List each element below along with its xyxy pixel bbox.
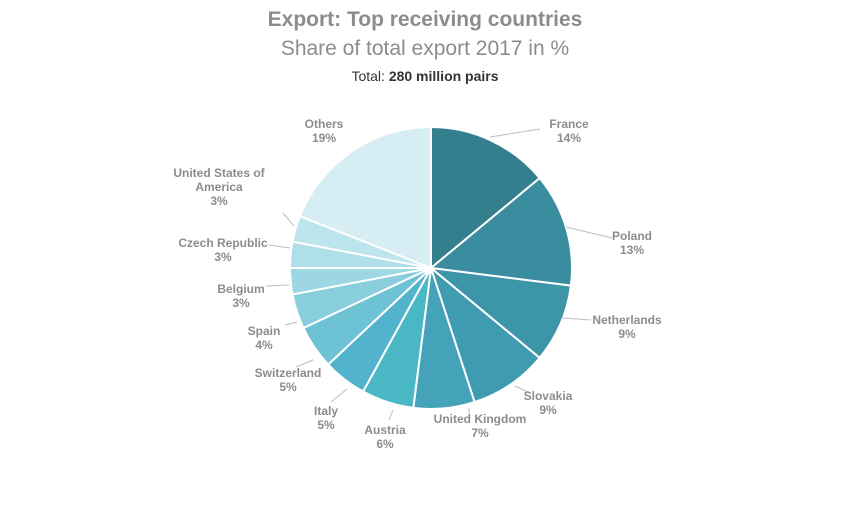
slice-value-label: 7% bbox=[471, 426, 489, 440]
leader-line bbox=[282, 212, 295, 227]
slice-name-label: Italy bbox=[314, 404, 338, 418]
slice-label: Poland 13% bbox=[612, 229, 652, 257]
slice-label: France 14% bbox=[549, 117, 589, 145]
slice-label: Czech Republic 3% bbox=[178, 236, 268, 264]
pie-slice-poland bbox=[428, 176, 573, 287]
slice-label: United States of America 3% bbox=[173, 166, 265, 208]
slice-label: United Kingdom 7% bbox=[434, 412, 527, 440]
slice-value-label: 5% bbox=[317, 418, 335, 432]
slice-value-label: 13% bbox=[620, 243, 644, 257]
pie-slice-slovakia bbox=[428, 265, 542, 404]
chart-subtitle: Share of total export 2017 in % bbox=[280, 37, 570, 60]
slice-name-label: United Kingdom bbox=[434, 412, 527, 426]
slice-value-label: 4% bbox=[255, 338, 273, 352]
slice-label: Netherlands 9% bbox=[592, 313, 662, 341]
leader-line bbox=[268, 244, 291, 249]
leader-line bbox=[284, 321, 298, 326]
slice-label: Spain 4% bbox=[248, 324, 281, 352]
leader-line bbox=[330, 388, 348, 403]
slice-value-label: 3% bbox=[232, 296, 250, 310]
slice-value-label: 9% bbox=[539, 403, 557, 417]
slice-label: Austria 6% bbox=[364, 423, 406, 451]
slice-value-label: 19% bbox=[312, 131, 336, 145]
leader-line bbox=[489, 128, 541, 138]
slice-name-label: Belgium bbox=[217, 282, 264, 296]
slice-name-label: United States of bbox=[173, 166, 265, 180]
slice-value-label: 9% bbox=[618, 327, 636, 341]
leader-line bbox=[388, 409, 394, 421]
slice-name-label: Austria bbox=[364, 423, 406, 437]
slice-value-label: 5% bbox=[279, 380, 297, 394]
slice-name-label: America bbox=[195, 180, 243, 194]
total-label: Total: bbox=[351, 68, 385, 84]
slice-name-label: Others bbox=[305, 117, 344, 131]
slice-label: Italy 5% bbox=[314, 404, 338, 432]
slice-name-label: Switzerland bbox=[255, 366, 322, 380]
leader-line bbox=[561, 317, 592, 321]
slice-label: Belgium 3% bbox=[217, 282, 264, 310]
leader-line bbox=[265, 284, 290, 287]
leader-line bbox=[295, 359, 314, 368]
slice-name-label: Spain bbox=[248, 324, 281, 338]
slice-label: Others 19% bbox=[305, 117, 344, 145]
slice-value-label: 14% bbox=[557, 131, 581, 145]
leader-line bbox=[565, 226, 613, 239]
leader-line bbox=[514, 385, 529, 393]
slice-label: Slovakia 9% bbox=[524, 389, 573, 417]
slice-value-label: 3% bbox=[214, 250, 232, 264]
slice-label: Switzerland 5% bbox=[255, 366, 322, 394]
slice-value-label: 6% bbox=[376, 437, 394, 451]
slice-value-label: 3% bbox=[210, 194, 228, 208]
chart-title: Export: Top receiving countries bbox=[267, 8, 583, 31]
slice-name-label: France bbox=[549, 117, 589, 131]
pie-slice-netherlands bbox=[427, 266, 573, 360]
slice-name-label: Netherlands bbox=[592, 313, 662, 327]
pie-slice-others bbox=[298, 125, 432, 270]
slice-name-label: Czech Republic bbox=[178, 236, 268, 250]
total-value: 280 million pairs bbox=[388, 68, 499, 84]
total-line: Total: 280 million pairs bbox=[0, 68, 850, 84]
slice-name-label: Slovakia bbox=[524, 389, 573, 403]
slice-name-label: Poland bbox=[612, 229, 652, 243]
pie-slice-france bbox=[430, 125, 542, 271]
